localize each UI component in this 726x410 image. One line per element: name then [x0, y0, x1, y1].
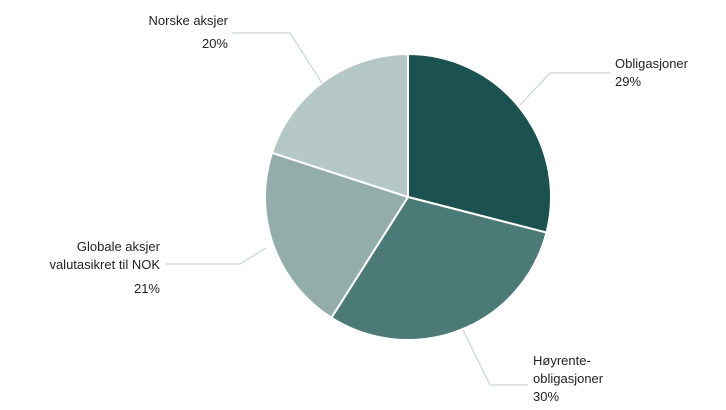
- slice-hoyrente-obligasjoner: [329, 195, 548, 341]
- leader-hoyrente: [462, 329, 528, 386]
- slice-value-globale: 21%: [134, 281, 160, 296]
- slice-norske-aksjer: [270, 52, 409, 199]
- slice-label-obligasjoner: Obligasjoner: [615, 56, 689, 71]
- slice-value-obligasjoner: 29%: [615, 74, 641, 89]
- slice-globale-aksjer: [264, 151, 410, 320]
- slice-value-hoyrente: 30%: [533, 389, 559, 404]
- slice-label-norske: Norske aksjer: [149, 13, 229, 28]
- slice-label-globale-line1: Globale aksjer: [77, 239, 161, 254]
- pie-slices: [264, 52, 552, 341]
- leader-obligasjoner: [519, 72, 610, 106]
- slice-label-hoyrente-line1: Høyrente-: [533, 353, 591, 368]
- leader-norske: [232, 32, 323, 84]
- slice-value-norske: 20%: [202, 36, 228, 51]
- slice-obligasjoner: [407, 52, 552, 234]
- slice-label-globale-line2: valutasikret til NOK: [49, 257, 160, 272]
- leader-globale: [166, 247, 267, 265]
- slice-label-hoyrente-line2: obligasjoner: [533, 371, 604, 386]
- leader-lines: [166, 32, 610, 386]
